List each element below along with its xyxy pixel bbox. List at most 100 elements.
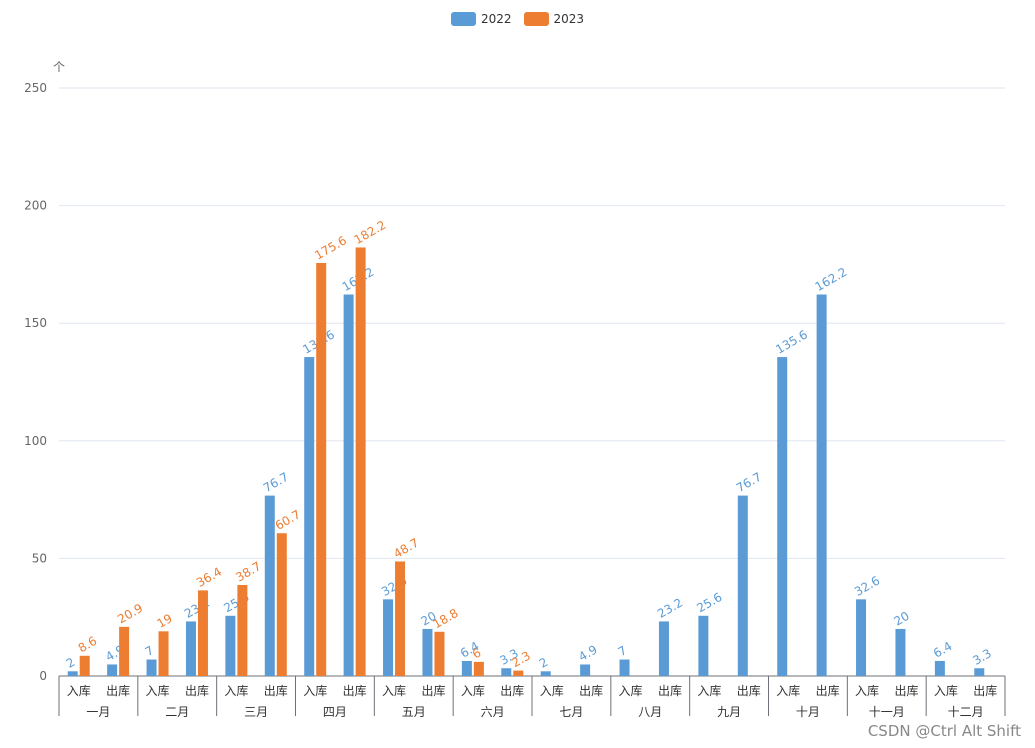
bar-2023 [355,247,366,676]
y-tick-label: 200 [24,199,47,213]
x-category-label: 入库 [146,683,170,698]
bar-2022 [540,671,551,676]
x-category-label: 入库 [461,683,485,698]
x-category-label: 入库 [303,683,327,698]
bar-2022 [777,357,788,676]
x-category-label: 入库 [776,683,800,698]
bar-2023 [237,584,248,676]
bar-2022 [264,495,275,676]
bar-2023 [119,626,130,676]
x-category-label: 出库 [973,683,997,698]
legend-swatch-2022 [450,12,476,26]
data-label-2023: 20.9 [115,601,145,626]
data-label-2022: 32.6 [852,573,882,598]
y-tick-label: 250 [24,81,47,95]
x-category-label: 出库 [894,683,918,698]
bar-2022 [304,357,315,676]
bar-2023 [513,670,524,676]
x-category-label: 入库 [697,683,721,698]
legend-label-2023: 2023 [553,12,585,26]
data-label-2022: 20 [891,609,911,629]
x-group-label: 七月 [559,705,583,719]
x-group-label: 五月 [402,705,426,719]
x-category-label: 出库 [106,683,130,698]
legend-item-2023[interactable]: 2023 [523,12,585,26]
x-category-label: 入库 [619,683,643,698]
x-category-label: 出库 [343,683,367,698]
bar-2022 [737,495,748,676]
data-label-2022: 2 [64,655,78,671]
x-category-label: 出库 [816,683,840,698]
x-category-label: 入库 [382,683,406,698]
data-label-2022: 76.7 [261,470,291,495]
data-label-2023: 175.6 [312,233,349,262]
x-category-label: 入库 [540,683,564,698]
bar-2023 [473,661,484,676]
data-label-2022: 20 [418,609,438,629]
x-category-label: 出库 [579,683,603,698]
data-label-2023: 8.6 [76,634,100,656]
bar-2023 [276,533,287,676]
x-group-label: 十一月 [869,705,905,719]
bar-2023 [434,631,445,676]
data-label-2022: 25.6 [694,590,724,615]
y-tick-label: 0 [39,669,47,683]
bar-2023 [197,590,208,676]
data-label-2022: 4.9 [576,642,600,664]
data-label-2022: 76.7 [734,470,764,495]
x-group-label: 三月 [244,705,268,719]
x-category-label: 入库 [934,683,958,698]
bar-2023 [79,655,90,676]
bar-2022 [974,668,985,676]
x-category-label: 出库 [500,683,524,698]
bar-2022 [107,664,118,676]
bar-2022 [67,671,78,676]
bar-2022 [816,294,827,676]
bar-2022 [619,659,630,676]
data-label-2022: 23.2 [655,596,685,621]
data-label-2022: 3.3 [970,646,994,668]
x-category-label: 入库 [224,683,248,698]
x-group-label: 九月 [717,705,741,719]
x-group-label: 二月 [165,705,189,719]
data-label-2023: 182.2 [352,218,389,247]
x-category-label: 出库 [185,683,209,698]
data-label-2023: 38.7 [233,559,263,584]
data-label-2023: 36.4 [194,565,224,590]
bar-2022 [146,659,157,676]
data-label-2022: 2 [537,655,551,671]
bar-2023 [316,262,327,676]
bar-2023 [158,631,169,676]
data-label-2022: 162.2 [813,265,850,294]
data-label-2022: 135.6 [773,327,810,356]
bar-2022 [185,621,196,676]
x-category-label: 入库 [67,683,91,698]
data-label-2023: 18.8 [430,606,460,631]
x-category-label: 出库 [264,683,288,698]
chart-legend: 2022 2023 [0,12,1035,26]
bar-2022 [580,664,591,676]
legend-swatch-2023 [523,12,549,26]
bar-2022 [383,599,394,676]
data-label-2023: 48.7 [391,536,421,561]
data-label-2023: 19 [155,611,175,631]
x-group-label: 四月 [323,705,347,719]
bar-2022 [658,621,669,676]
bar-2022 [934,660,945,676]
legend-item-2022[interactable]: 2022 [450,12,512,26]
data-label-2022: 7 [143,643,157,659]
x-group-label: 六月 [481,705,505,719]
x-category-label: 出库 [421,683,445,698]
data-label-2023: 60.7 [273,507,303,532]
data-label-2022: 6.4 [931,639,955,661]
bar-2022 [856,599,867,676]
x-category-label: 入库 [855,683,879,698]
bar-2022 [461,660,472,676]
y-tick-label: 150 [24,316,47,330]
x-group-label: 十月 [796,705,820,719]
watermark: CSDN @Ctrl Alt Shift [867,722,1021,740]
legend-label-2022: 2022 [480,12,512,26]
data-label-2022: 7 [616,643,630,659]
bar-2022 [698,615,709,676]
